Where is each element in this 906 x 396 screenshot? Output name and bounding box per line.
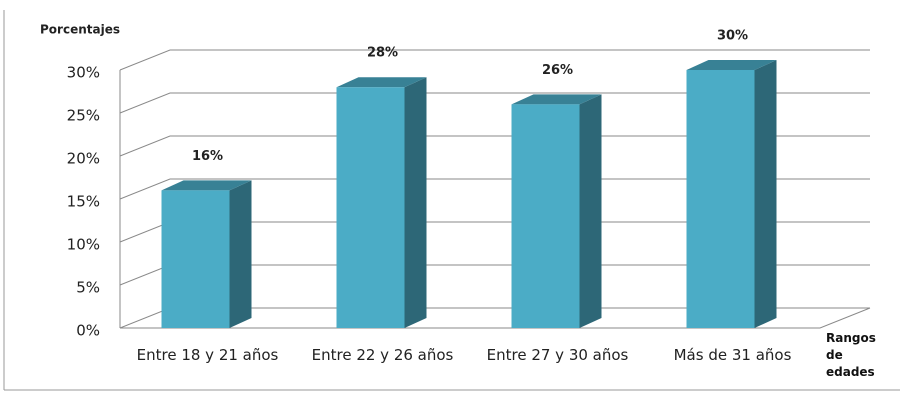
x-axis-label: Rangos de edades	[826, 331, 876, 379]
x-tick-label: Más de 31 años	[673, 346, 792, 364]
y-tick-label: 20%	[67, 150, 100, 168]
bar-front	[511, 104, 580, 329]
bar-front	[336, 87, 405, 328]
grid-line	[119, 49, 870, 71]
bar	[511, 94, 602, 329]
y-tick-label: 30%	[67, 64, 100, 82]
y-axis-label: Porcentajes	[40, 23, 120, 37]
y-tick-label: 15%	[67, 193, 100, 211]
bar-front	[161, 190, 230, 328]
bar-top	[336, 77, 427, 88]
x-tick-label: Entre 22 y 26 años	[311, 346, 454, 364]
bar-side	[404, 77, 427, 328]
value-label: 28%	[367, 46, 398, 61]
bar-side	[579, 94, 602, 329]
bar-top	[161, 180, 252, 191]
bar	[161, 180, 252, 328]
value-label: 26%	[542, 63, 573, 78]
grid-line	[119, 92, 870, 114]
x-tick-label: Entre 18 y 21 años	[136, 346, 279, 364]
bar	[686, 60, 777, 328]
bar-side	[754, 60, 777, 328]
bar-top	[511, 94, 602, 105]
bar-side	[229, 180, 252, 328]
y-tick-label: 0%	[76, 322, 100, 340]
value-label: 16%	[192, 149, 223, 164]
x-tick-label: Entre 27 y 30 años	[486, 346, 629, 364]
y-tick-label: 25%	[67, 107, 100, 125]
value-label: 30%	[717, 29, 748, 44]
bar-front	[686, 70, 755, 328]
grid-line	[119, 135, 870, 157]
bar-top	[686, 60, 777, 70]
bar	[336, 77, 427, 328]
grid-line	[119, 178, 870, 200]
y-tick-label: 5%	[76, 279, 100, 297]
y-tick-label: 10%	[67, 236, 100, 254]
